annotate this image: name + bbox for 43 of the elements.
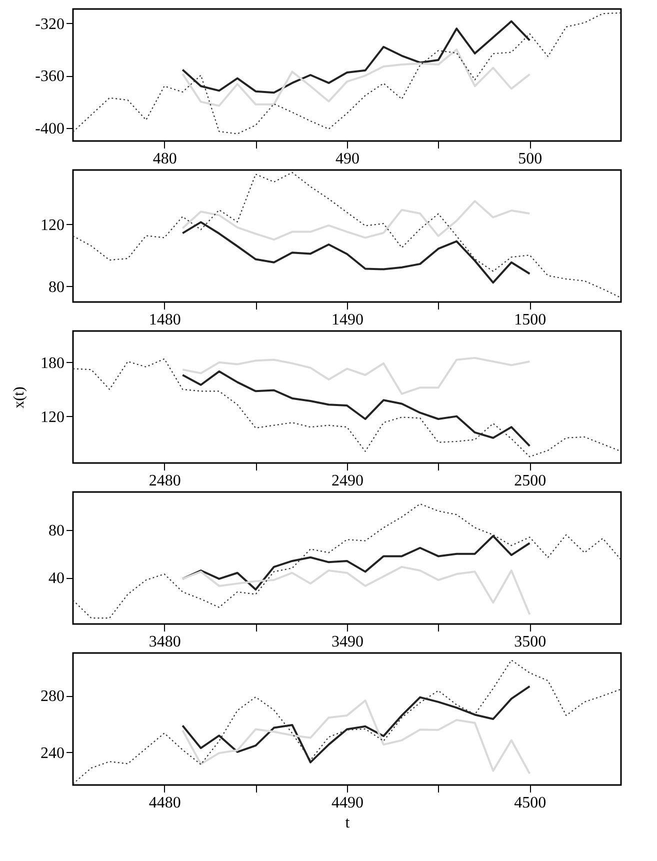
line-series — [73, 172, 621, 298]
y-tick-label: 80 — [48, 522, 64, 540]
line-series — [182, 700, 531, 775]
x-tick-label: 2490 — [332, 472, 364, 490]
y-tick-label: 240 — [40, 744, 64, 762]
x-tick-label: 490 — [336, 150, 360, 168]
y-axis-title: x(t) — [12, 386, 28, 408]
x-tick-label: 1500 — [514, 312, 546, 328]
line-series — [182, 566, 531, 616]
line-series — [73, 660, 621, 784]
y-tick-label: 40 — [48, 570, 64, 588]
line-series — [182, 356, 531, 395]
x-tick-label: 4490 — [332, 794, 364, 812]
y-tick-label: 120 — [40, 408, 64, 426]
x-tick-label: 3500 — [514, 634, 546, 650]
line-series — [73, 12, 621, 134]
y-tick-label: -360 — [35, 68, 64, 86]
x-tick-label: 1490 — [332, 312, 364, 328]
line-series — [182, 221, 531, 284]
y-tick-label: -320 — [35, 16, 64, 33]
x-tick-label: 2500 — [514, 472, 546, 490]
line-series — [182, 370, 531, 447]
x-tick-label: 500 — [518, 150, 542, 168]
y-tick-label: 180 — [40, 354, 64, 372]
x-tick-label: 3480 — [148, 634, 181, 650]
line-series — [182, 20, 531, 94]
x-tick-label: 3490 — [332, 634, 364, 650]
x-tick-label: 4480 — [148, 794, 181, 812]
x-tick-label: 1480 — [148, 312, 181, 328]
y-tick-label: 120 — [40, 216, 64, 234]
x-tick-label: 480 — [152, 150, 177, 168]
y-tick-label: 80 — [48, 278, 64, 296]
line-series — [182, 48, 531, 107]
x-tick-label: 2480 — [148, 472, 181, 490]
line-series — [182, 535, 531, 591]
x-axis-title: t — [345, 814, 350, 832]
line-series — [182, 200, 531, 241]
y-tick-label: -400 — [35, 120, 64, 138]
y-tick-label: 280 — [40, 688, 64, 706]
x-tick-label: 4500 — [514, 794, 546, 812]
line-series — [182, 685, 531, 764]
line-series — [73, 503, 621, 619]
line-series — [73, 358, 621, 458]
